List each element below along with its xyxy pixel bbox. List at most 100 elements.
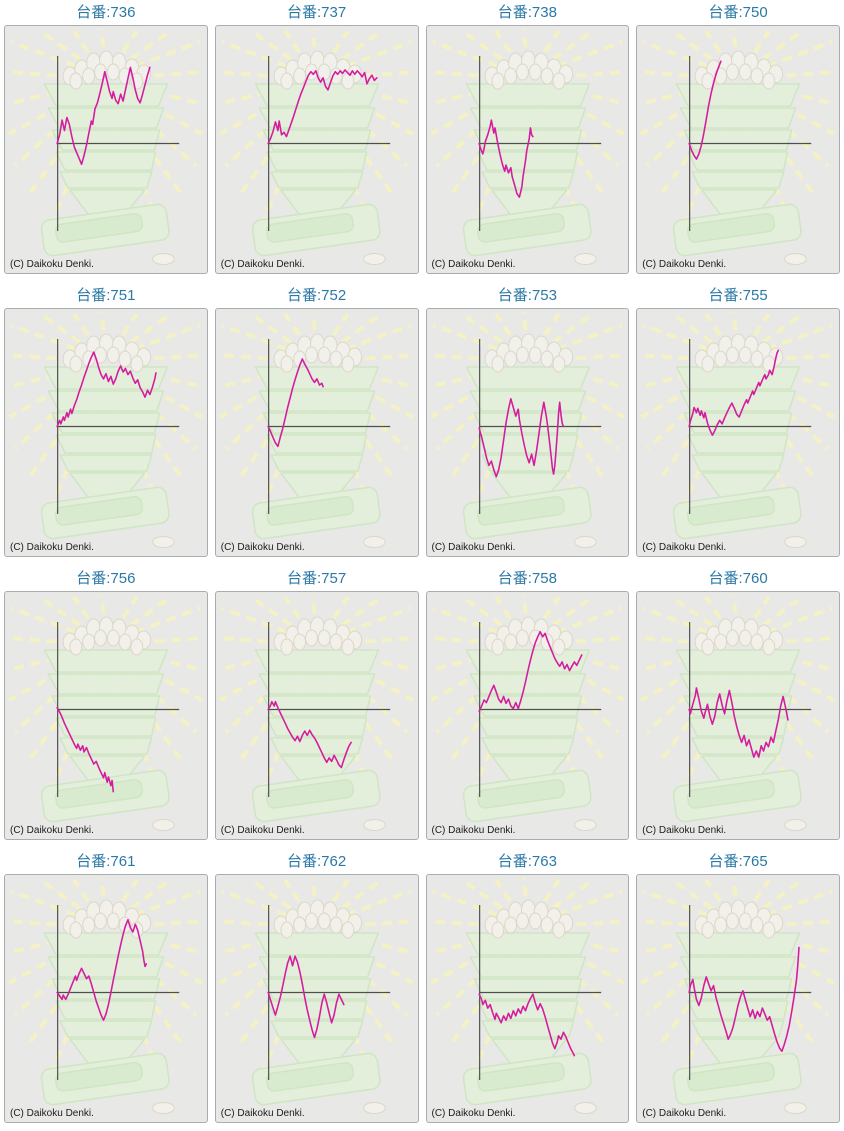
machine-number-link[interactable]: 台番:750 bbox=[708, 4, 768, 21]
chart-area: (C) Daikoku Denki. bbox=[425, 308, 630, 557]
machine-card: 台番:755 (C) Daikoku Denki. bbox=[636, 285, 840, 557]
machine-number-link[interactable]: 台番:761 bbox=[76, 853, 136, 870]
slump-chart-image bbox=[216, 593, 416, 833]
slump-line bbox=[477, 119, 534, 198]
slump-chart-image bbox=[638, 593, 838, 833]
copyright-label: (C) Daikoku Denki. bbox=[642, 825, 727, 836]
pachinko-machine-watermark-icon bbox=[216, 593, 416, 833]
copyright-label: (C) Daikoku Denki. bbox=[642, 542, 727, 553]
copyright-label: (C) Daikoku Denki. bbox=[431, 259, 516, 270]
slump-chart-image bbox=[5, 27, 205, 267]
slump-chart-image bbox=[427, 310, 627, 550]
machine-card: 台番:753 (C) Daikoku Denki. bbox=[425, 285, 630, 557]
machine-number-link[interactable]: 台番:756 bbox=[76, 570, 136, 587]
machine-card: 台番:736 (C) Daikoku Denki. bbox=[4, 2, 208, 274]
slump-chart-image bbox=[427, 27, 627, 267]
pachinko-machine-watermark-icon bbox=[216, 310, 416, 550]
chart-area: (C) Daikoku Denki. bbox=[214, 25, 419, 274]
slump-line bbox=[688, 946, 801, 1053]
pachinko-machine-watermark-icon bbox=[5, 310, 205, 550]
pachinko-machine-watermark-icon bbox=[5, 593, 205, 833]
copyright-label: (C) Daikoku Denki. bbox=[220, 542, 305, 553]
slump-chart-image bbox=[216, 27, 416, 267]
slump-line bbox=[477, 993, 575, 1057]
pachinko-machine-watermark-icon bbox=[638, 876, 838, 1116]
machine-card: 台番:751 (C) Daikoku Denki. bbox=[4, 285, 208, 557]
machine-number-link[interactable]: 台番:760 bbox=[708, 570, 768, 587]
pachinko-machine-watermark-icon bbox=[638, 593, 838, 833]
chart-area: (C) Daikoku Denki. bbox=[214, 308, 419, 557]
pachinko-machine-watermark-icon bbox=[5, 876, 205, 1116]
slump-chart-image bbox=[216, 310, 416, 550]
slump-line bbox=[688, 349, 780, 436]
copyright-label: (C) Daikoku Denki. bbox=[642, 1108, 727, 1119]
slump-chart-image bbox=[5, 876, 205, 1116]
machine-number-link[interactable]: 台番:757 bbox=[287, 570, 347, 587]
pachinko-machine-watermark-icon bbox=[638, 310, 838, 550]
machine-card: 台番:763 (C) Daikoku Denki. bbox=[425, 851, 630, 1123]
machine-number-link[interactable]: 台番:755 bbox=[708, 287, 768, 304]
machine-card: 台番:765 (C) Daikoku Denki. bbox=[636, 851, 840, 1123]
slump-line bbox=[688, 60, 722, 160]
machine-card: 台番:758 (C) Daikoku Denki. bbox=[425, 568, 630, 840]
chart-area: (C) Daikoku Denki. bbox=[425, 874, 630, 1123]
copyright-label: (C) Daikoku Denki. bbox=[431, 825, 516, 836]
copyright-label: (C) Daikoku Denki. bbox=[642, 259, 727, 270]
pachinko-machine-watermark-icon bbox=[427, 876, 627, 1116]
pachinko-machine-watermark-icon bbox=[427, 593, 627, 833]
chart-area: (C) Daikoku Denki. bbox=[636, 874, 840, 1123]
slump-line bbox=[267, 69, 378, 145]
slump-line bbox=[56, 351, 157, 428]
slump-chart-image bbox=[427, 876, 627, 1116]
machine-number-link[interactable]: 台番:763 bbox=[497, 853, 557, 870]
machine-card: 台番:756 (C) Daikoku Denki. bbox=[4, 568, 208, 840]
machine-number-link[interactable]: 台番:762 bbox=[287, 853, 347, 870]
machine-number-link[interactable]: 台番:751 bbox=[76, 287, 136, 304]
slump-line bbox=[477, 630, 582, 712]
copyright-label: (C) Daikoku Denki. bbox=[220, 1108, 305, 1119]
slump-line bbox=[688, 687, 790, 758]
slump-line bbox=[56, 66, 151, 166]
slump-chart-image bbox=[638, 27, 838, 267]
machine-number-link[interactable]: 台番:738 bbox=[497, 4, 557, 21]
slump-chart-image bbox=[638, 310, 838, 550]
copyright-label: (C) Daikoku Denki. bbox=[10, 825, 94, 836]
machine-number-link[interactable]: 台番:753 bbox=[497, 287, 557, 304]
pachinko-machine-watermark-icon bbox=[5, 27, 205, 267]
machine-number-link[interactable]: 台番:736 bbox=[76, 4, 136, 21]
machine-card: 台番:750 (C) Daikoku Denki. bbox=[636, 2, 840, 274]
chart-area: (C) Daikoku Denki. bbox=[4, 308, 208, 557]
machine-card: 台番:762 (C) Daikoku Denki. bbox=[214, 851, 419, 1123]
machine-number-link[interactable]: 台番:752 bbox=[287, 287, 347, 304]
slump-chart-image bbox=[427, 593, 627, 833]
slump-line bbox=[56, 707, 115, 793]
machine-number-link[interactable]: 台番:758 bbox=[497, 570, 557, 587]
slump-chart-image bbox=[638, 876, 838, 1116]
copyright-label: (C) Daikoku Denki. bbox=[220, 259, 305, 270]
chart-area: (C) Daikoku Denki. bbox=[4, 25, 208, 274]
chart-area: (C) Daikoku Denki. bbox=[214, 874, 419, 1123]
copyright-label: (C) Daikoku Denki. bbox=[10, 1108, 94, 1119]
pachinko-machine-watermark-icon bbox=[216, 876, 416, 1116]
machine-number-link[interactable]: 台番:737 bbox=[287, 4, 347, 21]
machine-card: 台番:757 (C) Daikoku Denki. bbox=[214, 568, 419, 840]
slump-line bbox=[477, 398, 564, 478]
copyright-label: (C) Daikoku Denki. bbox=[10, 542, 94, 553]
machine-card: 台番:752 (C) Daikoku Denki. bbox=[214, 285, 419, 557]
slump-chart-image bbox=[5, 310, 205, 550]
machine-card: 台番:738 (C) Daikoku Denki. bbox=[425, 2, 630, 274]
chart-area: (C) Daikoku Denki. bbox=[214, 591, 419, 840]
slump-line bbox=[56, 918, 148, 1021]
chart-area: (C) Daikoku Denki. bbox=[636, 308, 840, 557]
slump-chart-image bbox=[5, 593, 205, 833]
chart-area: (C) Daikoku Denki. bbox=[636, 591, 840, 840]
slump-line bbox=[267, 955, 345, 1039]
pachinko-machine-watermark-icon bbox=[638, 27, 838, 267]
chart-area: (C) Daikoku Denki. bbox=[425, 591, 630, 840]
copyright-label: (C) Daikoku Denki. bbox=[220, 825, 305, 836]
slump-chart-image bbox=[216, 876, 416, 1116]
chart-area: (C) Daikoku Denki. bbox=[4, 874, 208, 1123]
machine-number-link[interactable]: 台番:765 bbox=[708, 853, 768, 870]
copyright-label: (C) Daikoku Denki. bbox=[431, 1108, 516, 1119]
